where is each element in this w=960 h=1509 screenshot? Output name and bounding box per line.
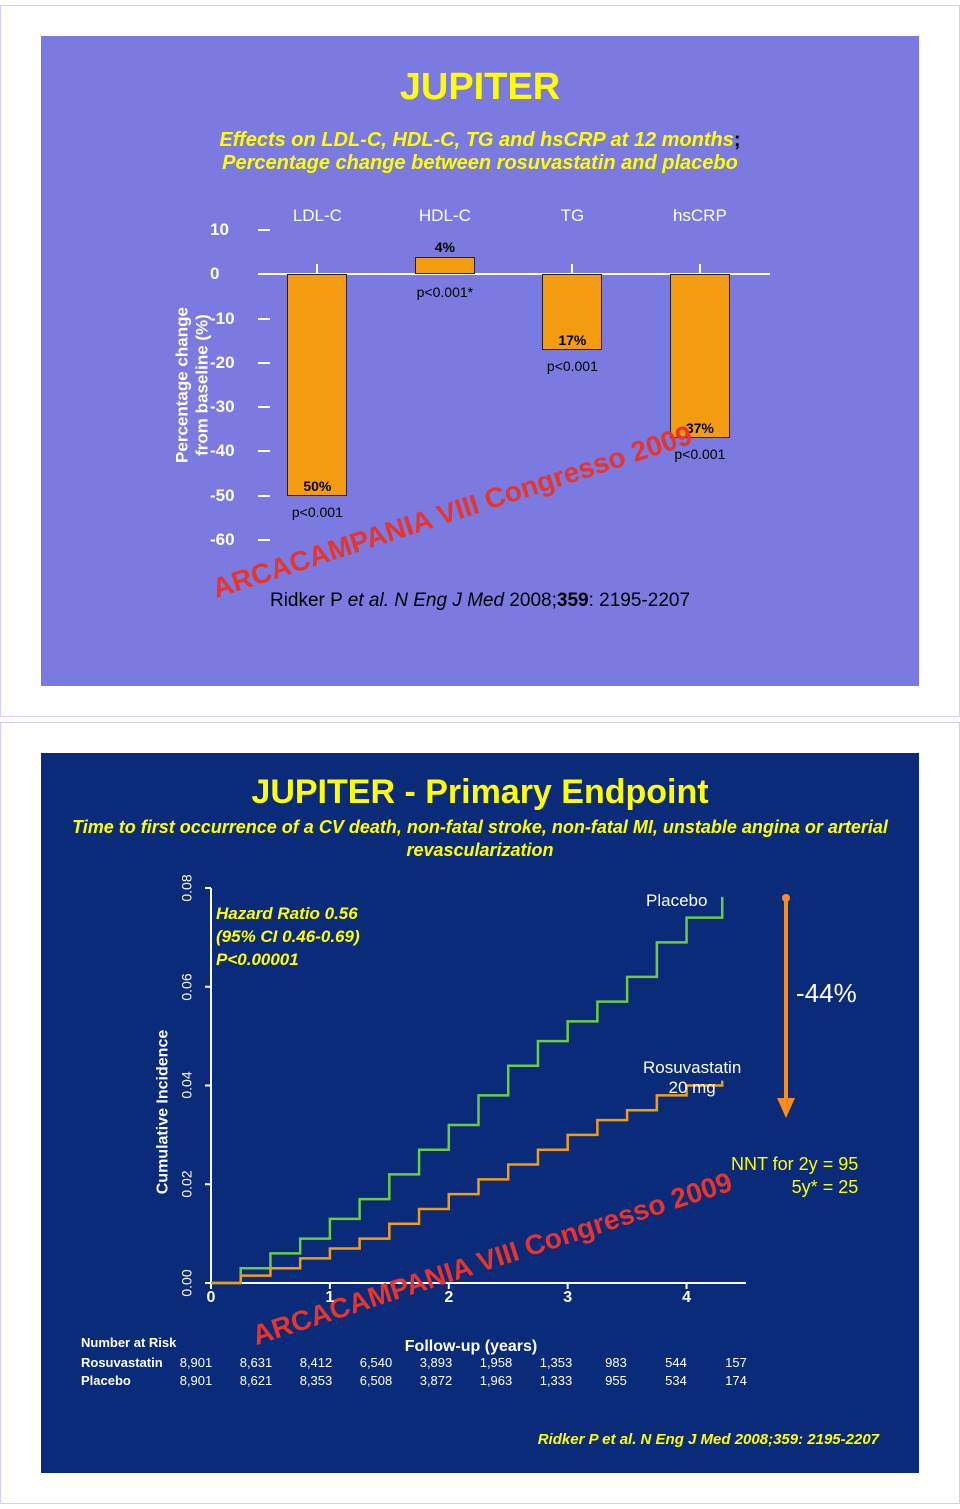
bar-value-label: 17% bbox=[558, 332, 586, 348]
cite-journal: . N Eng J Med bbox=[384, 590, 510, 611]
rosuvastatin-label: Rosuvastatin 20 mg bbox=[643, 1058, 741, 1099]
cite-author: Ridker P bbox=[270, 590, 348, 611]
bar-category-label: TG bbox=[561, 206, 585, 226]
bar-chart-yaxis-label: Percentage change from baseline (%) bbox=[173, 307, 214, 463]
risk-cell: 8,621 bbox=[226, 1373, 286, 1388]
slide1-title: JUPITER bbox=[81, 66, 879, 109]
risk-row-placebo: Placebo8,9018,6218,3536,5083,8721,9631,3… bbox=[81, 1373, 901, 1388]
slide1-sub1-text: Effects on LDL-C, HDL-C, TG and hsCRP at… bbox=[219, 129, 733, 151]
km-ytick-label: 0.08 bbox=[179, 874, 195, 901]
risk-row-label: Placebo bbox=[81, 1373, 166, 1388]
risk-cell: 157 bbox=[706, 1355, 766, 1370]
nnt-l2: 5y* = 25 bbox=[792, 1177, 859, 1197]
risk-cell: 8,412 bbox=[286, 1355, 346, 1370]
cite-etal: et al bbox=[348, 590, 384, 611]
km-xtick-label: 0 bbox=[207, 1289, 216, 1307]
hr-l1: Hazard Ratio 0.56 bbox=[216, 904, 358, 923]
km-xtick-label: 4 bbox=[682, 1289, 691, 1307]
slide-2: JUPITER - Primary Endpoint Time to first… bbox=[41, 753, 919, 1473]
neg44-label: -44% bbox=[796, 978, 857, 1009]
cite-vol: 359 bbox=[557, 590, 589, 611]
risk-header: Number at Risk bbox=[81, 1335, 176, 1350]
rosu-l2: 20 mg bbox=[669, 1078, 716, 1097]
risk-cell: 8,631 bbox=[226, 1355, 286, 1370]
bar-pvalue: p<0.001 bbox=[292, 504, 343, 520]
slide1-citation: Ridker P et al. N Eng J Med 2008;359: 21… bbox=[81, 590, 879, 612]
slide2-subtitle: Time to first occurrence of a CV death, … bbox=[71, 816, 889, 863]
bar-pvalue: p<0.001* bbox=[417, 284, 473, 300]
risk-cell: 1,958 bbox=[466, 1355, 526, 1370]
km-ytick-label: 0.04 bbox=[179, 1072, 195, 1099]
risk-row-rosuvastatin: Rosuvastatin8,9018,6318,4126,5403,8931,9… bbox=[81, 1355, 901, 1370]
bar-ytick-label: 10 bbox=[210, 220, 229, 240]
risk-cell: 8,901 bbox=[166, 1373, 226, 1388]
yaxis-l2: from baseline (%) bbox=[193, 314, 212, 456]
cite-year: 2008; bbox=[509, 590, 557, 611]
bar-ytick-label: 0 bbox=[210, 264, 219, 284]
bar-pvalue: p<0.001 bbox=[674, 446, 725, 462]
bar-chart: Percentage change from baseline (%) 10 0 -… bbox=[170, 200, 790, 570]
yaxis-l1: Percentage change bbox=[173, 307, 192, 463]
slide2-citation: Ridker P et al. N Eng J Med 2008;359: 21… bbox=[71, 1431, 889, 1448]
bar-chart-plot: 100-10-20-30-40-50-60LDL-C50%p<0.001HDL-… bbox=[260, 230, 770, 540]
slide2-title: JUPITER - Primary Endpoint bbox=[71, 773, 889, 812]
bar-pvalue: p<0.001 bbox=[547, 358, 598, 374]
risk-cell: 8,353 bbox=[286, 1373, 346, 1388]
bar-ytick-label: -20 bbox=[210, 353, 235, 373]
hr-l2: (95% CI 0.46-0.69) bbox=[216, 927, 360, 946]
risk-cell: 1,333 bbox=[526, 1373, 586, 1388]
risk-cell: 3,893 bbox=[406, 1355, 466, 1370]
hazard-ratio-box: Hazard Ratio 0.56 (95% CI 0.46-0.69) P<0… bbox=[216, 903, 360, 972]
risk-cell: 6,508 bbox=[346, 1373, 406, 1388]
rosu-l1: Rosuvastatin bbox=[643, 1058, 741, 1077]
risk-header-text: Number at Risk bbox=[81, 1335, 176, 1350]
km-ytick-label: 0.02 bbox=[179, 1170, 195, 1197]
slide-2-wrap: JUPITER - Primary Endpoint Time to first… bbox=[0, 722, 960, 1504]
placebo-label: Placebo bbox=[646, 891, 707, 911]
bar-category-label: HDL-C bbox=[419, 206, 471, 226]
risk-row-label: Rosuvastatin bbox=[81, 1355, 166, 1370]
bar-value-label: 37% bbox=[686, 420, 714, 436]
km-ytick-label: 0.06 bbox=[179, 973, 195, 1000]
risk-cell: 8,901 bbox=[166, 1355, 226, 1370]
bar bbox=[415, 257, 475, 275]
slide1-subtitle-1: Effects on LDL-C, HDL-C, TG and hsCRP at… bbox=[81, 129, 879, 152]
bar-category-label: LDL-C bbox=[293, 206, 342, 226]
bar-ytick-label: -40 bbox=[210, 441, 235, 461]
cite-pages: : 2195-2207 bbox=[589, 590, 690, 611]
risk-cell: 955 bbox=[586, 1373, 646, 1388]
risk-cell: 983 bbox=[586, 1355, 646, 1370]
risk-cell: 6,540 bbox=[346, 1355, 406, 1370]
slide-1: JUPITER Effects on LDL-C, HDL-C, TG and … bbox=[41, 36, 919, 686]
bar-category-label: hsCRP bbox=[673, 206, 727, 226]
nnt-l1: NNT for 2y = 95 bbox=[731, 1154, 858, 1174]
risk-cell: 534 bbox=[646, 1373, 706, 1388]
risk-cell: 1,963 bbox=[466, 1373, 526, 1388]
risk-cell: 1,353 bbox=[526, 1355, 586, 1370]
km-xtick-label: 2 bbox=[444, 1289, 453, 1307]
km-xtick-label: 3 bbox=[563, 1289, 572, 1307]
hr-l3: P<0.00001 bbox=[216, 950, 299, 969]
down-arrow-icon bbox=[771, 893, 801, 1123]
risk-cell: 3,872 bbox=[406, 1373, 466, 1388]
km-chart: Cumulative Incidence Hazard Ratio 0.56 (… bbox=[71, 873, 889, 1423]
km-ytick-label: 0.00 bbox=[179, 1269, 195, 1296]
bar-ytick-label: -30 bbox=[210, 397, 235, 417]
risk-cell: 544 bbox=[646, 1355, 706, 1370]
bar-ytick-label: -50 bbox=[210, 486, 235, 506]
bar-value-label: 50% bbox=[303, 478, 331, 494]
slide-1-wrap: JUPITER Effects on LDL-C, HDL-C, TG and … bbox=[0, 5, 960, 717]
km-xtick-label: 1 bbox=[325, 1289, 334, 1307]
bar bbox=[670, 274, 730, 438]
bar-value-label: 4% bbox=[435, 239, 455, 255]
bar bbox=[287, 274, 347, 495]
slide1-subtitle-2: Percentage change between rosuvastatin a… bbox=[81, 152, 879, 175]
km-yaxis-label: Cumulative Incidence bbox=[154, 1030, 172, 1195]
km-xaxis-label: Follow-up (years) bbox=[405, 1338, 537, 1356]
bar-ytick-label: -10 bbox=[210, 309, 235, 329]
nnt-label: NNT for 2y = 95 5y* = 25 bbox=[731, 1153, 858, 1200]
bar-ytick-label: -60 bbox=[210, 530, 235, 550]
risk-cell: 174 bbox=[706, 1373, 766, 1388]
